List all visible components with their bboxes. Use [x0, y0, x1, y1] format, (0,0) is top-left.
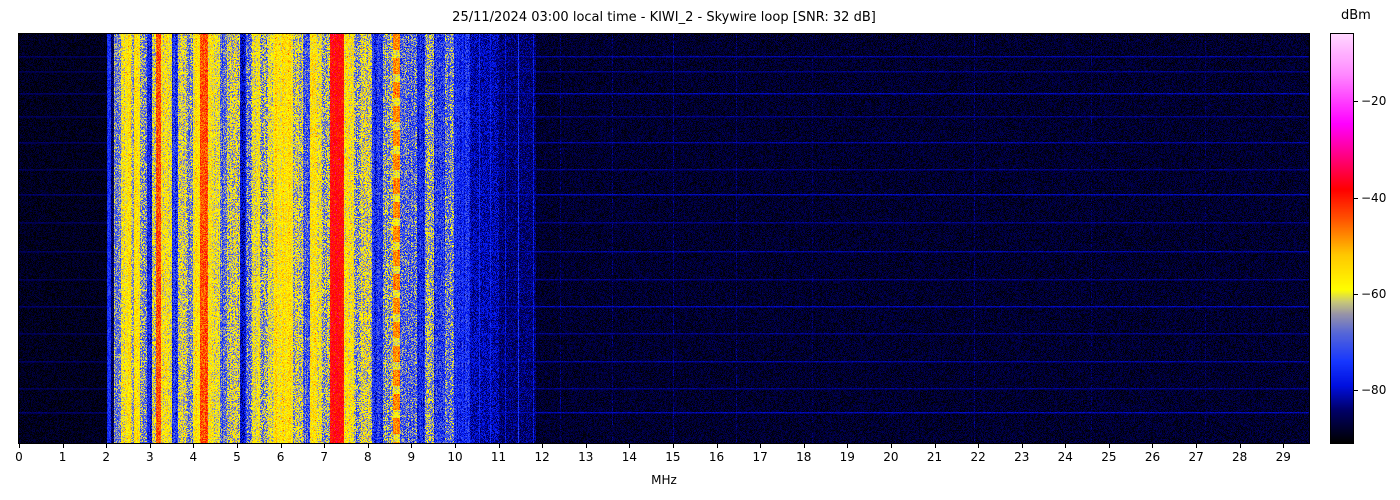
x-tick-mark	[498, 444, 500, 448]
x-tick-mark	[1065, 444, 1067, 448]
x-tick-mark	[62, 444, 64, 448]
x-tick-label: 1	[58, 450, 67, 464]
colorbar-tick-label: −20	[1361, 94, 1387, 109]
x-tick-label: 5	[233, 450, 241, 464]
colorbar-tick-label: −60	[1361, 286, 1387, 301]
x-tick-label: 24	[1057, 450, 1073, 464]
x-tick-label: 18	[796, 450, 812, 464]
colorbar-tick-label: −40	[1361, 190, 1387, 205]
x-tick-mark	[1196, 444, 1198, 448]
x-tick-label: 4	[189, 450, 198, 464]
x-tick-mark	[19, 444, 20, 448]
x-tick-mark	[847, 444, 849, 448]
colorbar-tick-mark	[1354, 293, 1358, 295]
x-tick-label: 10	[447, 450, 463, 464]
x-tick-mark	[1283, 444, 1285, 448]
x-tick-label: 2	[102, 450, 110, 464]
x-tick-mark	[411, 444, 413, 448]
x-tick-mark	[1239, 444, 1241, 448]
chart-title: 25/11/2024 03:00 local time - KIWI_2 - S…	[452, 10, 876, 25]
x-tick-label: 29	[1275, 450, 1291, 464]
colorbar-tick-mark	[1354, 197, 1358, 199]
x-tick-label: 28	[1232, 450, 1248, 464]
x-tick-mark	[890, 444, 892, 448]
x-tick-mark	[280, 444, 282, 448]
x-tick-mark	[193, 444, 195, 448]
x-tick-mark	[149, 444, 151, 448]
colorbar-unit-label: dBm	[1341, 8, 1371, 23]
x-tick-mark	[367, 444, 369, 448]
x-axis-label: MHz	[651, 473, 677, 487]
x-tick-mark	[106, 444, 108, 448]
x-tick-mark	[324, 444, 326, 448]
x-tick-mark	[454, 444, 456, 448]
waterfall-heatmap	[18, 33, 1310, 444]
x-tick-mark	[803, 444, 805, 448]
x-tick-label: 16	[708, 450, 725, 464]
x-tick-label: 15	[665, 450, 681, 464]
x-tick-mark	[585, 444, 587, 448]
x-tick-label: 14	[621, 450, 637, 464]
x-tick-label: 12	[534, 450, 550, 464]
colorbar-tick-mark	[1354, 101, 1358, 103]
x-tick-mark	[716, 444, 718, 448]
x-tick-mark	[672, 444, 674, 448]
x-tick-label: 25	[1101, 450, 1117, 464]
x-tick-label: 13	[578, 450, 594, 464]
x-tick-label: 23	[1014, 450, 1030, 464]
x-tick-label: 26	[1144, 450, 1161, 464]
x-tick-label: 22	[970, 450, 986, 464]
x-tick-mark	[1108, 444, 1110, 448]
colorbar-tick-mark	[1354, 390, 1358, 392]
colorbar-tick-label: −80	[1361, 383, 1387, 398]
x-tick-mark	[934, 444, 936, 448]
x-tick-label: 8	[363, 450, 372, 464]
x-tick-label: 17	[752, 450, 768, 464]
x-tick-label: 11	[490, 450, 507, 464]
x-tick-mark	[1152, 444, 1154, 448]
x-tick-label: 21	[926, 450, 943, 464]
x-tick-mark	[978, 444, 980, 448]
x-tick-mark	[629, 444, 631, 448]
x-tick-label: 27	[1188, 450, 1204, 464]
x-tick-label: 0	[15, 450, 23, 464]
x-tick-label: 3	[145, 450, 154, 464]
x-tick-label: 7	[320, 450, 328, 464]
colorbar-gradient	[1330, 33, 1354, 444]
x-tick-mark	[542, 444, 544, 448]
x-tick-label: 20	[883, 450, 899, 464]
x-tick-label: 19	[839, 450, 855, 464]
x-tick-label: 6	[276, 450, 285, 464]
x-tick-mark	[1021, 444, 1023, 448]
x-tick-mark	[760, 444, 762, 448]
x-tick-mark	[236, 444, 238, 448]
x-tick-label: 9	[407, 450, 416, 464]
